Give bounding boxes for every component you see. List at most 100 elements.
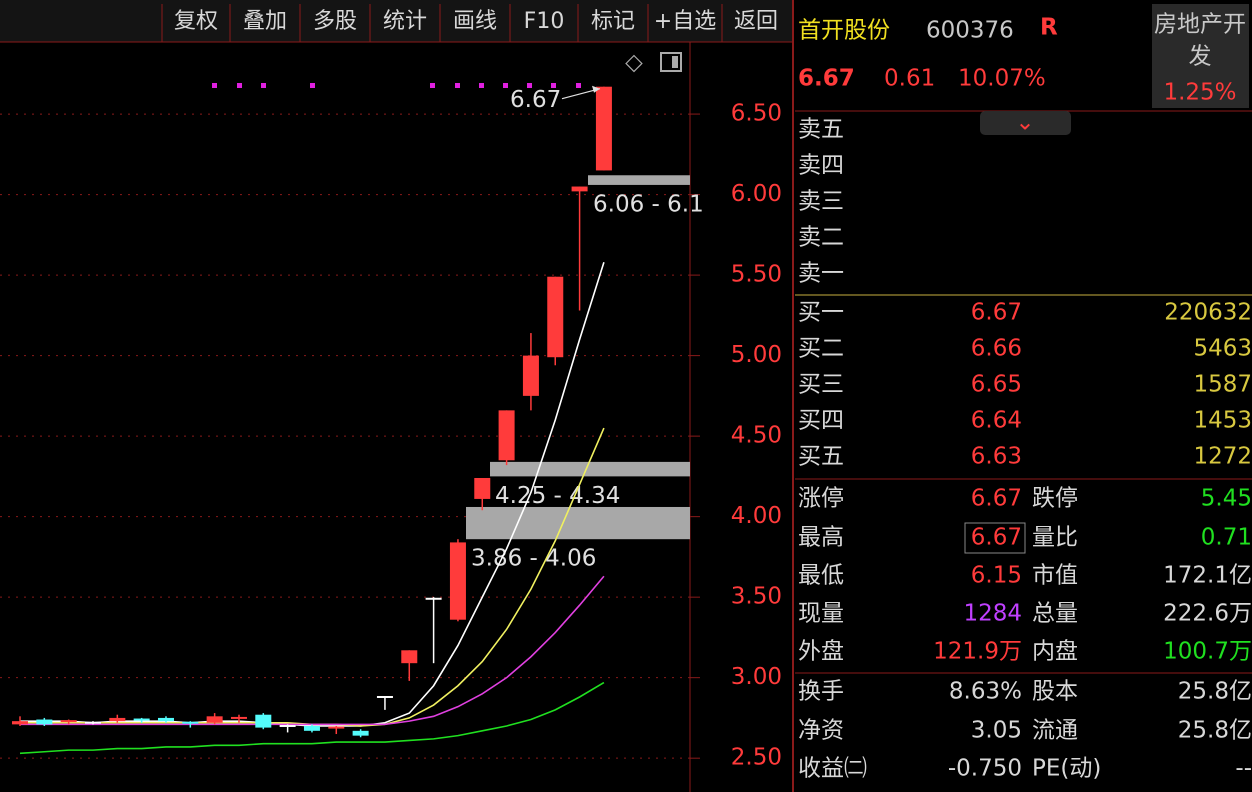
stat-label: 跌停 bbox=[1032, 486, 1078, 512]
panel-icon[interactable] bbox=[660, 52, 682, 72]
price-zone bbox=[466, 506, 690, 540]
stat-label: 最低 bbox=[798, 563, 844, 589]
bid-price: 6.63 bbox=[971, 444, 1022, 470]
stock-flag: R bbox=[1040, 15, 1058, 41]
y-tick-label: 2.50 bbox=[731, 745, 782, 771]
bid-volume: 1587 bbox=[1193, 372, 1252, 398]
bid-label: 买三 bbox=[798, 372, 844, 398]
bid-price: 6.64 bbox=[971, 408, 1022, 434]
sector-box[interactable] bbox=[1152, 4, 1249, 108]
price-change-pct: 10.07% bbox=[958, 66, 1046, 92]
candle-body bbox=[109, 717, 126, 722]
bid-label: 买五 bbox=[798, 444, 844, 470]
quote-panel: 首开股份 600376 R 6.67 0.61 10.07% 房地产开 发 1.… bbox=[795, 4, 1252, 782]
bid-volume: 220632 bbox=[1164, 300, 1252, 326]
candle-body bbox=[474, 477, 491, 499]
stat-value: 222.6万 bbox=[1163, 601, 1252, 627]
stat-label: 量比 bbox=[1032, 525, 1078, 551]
bid-price: 6.66 bbox=[971, 336, 1022, 362]
zone-label: 4.25 - 4.34 bbox=[495, 483, 620, 509]
signal-dots bbox=[212, 83, 581, 88]
candle-body bbox=[36, 719, 53, 725]
bid-volume: 1453 bbox=[1193, 408, 1252, 434]
stat-label: 收益㈡ bbox=[798, 756, 867, 782]
diamond-icon[interactable]: ◇ bbox=[625, 50, 643, 76]
stat-label: PE(动) bbox=[1032, 756, 1101, 782]
candle-body bbox=[303, 725, 320, 731]
bid-volume: 1272 bbox=[1193, 444, 1252, 470]
toolbar-button[interactable]: 复权 bbox=[174, 9, 218, 34]
candle-body bbox=[182, 721, 199, 724]
last-price: 6.67 bbox=[798, 66, 855, 92]
candle-body bbox=[352, 730, 369, 736]
stat-value: 1284 bbox=[963, 601, 1022, 627]
candle-body bbox=[328, 726, 345, 729]
stat-value: 6.15 bbox=[971, 563, 1022, 589]
highlight-box bbox=[964, 522, 1026, 554]
ask-label: 卖五 bbox=[798, 117, 844, 143]
ask-label: 卖四 bbox=[798, 153, 844, 179]
stat-value: 8.63% bbox=[949, 679, 1022, 705]
stat-value: 25.8亿 bbox=[1178, 679, 1252, 705]
stat-label: 现量 bbox=[798, 601, 844, 627]
bid-price: 6.65 bbox=[971, 372, 1022, 398]
panel-icon-fill bbox=[672, 56, 678, 68]
ask-label: 卖二 bbox=[798, 225, 844, 251]
candle-body bbox=[206, 716, 223, 723]
stat-label: 市值 bbox=[1032, 563, 1078, 589]
candle-body bbox=[279, 724, 296, 727]
candle-body bbox=[12, 721, 28, 725]
expand-icon: ⌄ bbox=[1015, 110, 1034, 136]
stat-value: 172.1亿 bbox=[1163, 563, 1252, 589]
toolbar-button[interactable]: F10 bbox=[524, 9, 565, 34]
price-zone bbox=[588, 175, 690, 185]
stock-code: 600376 bbox=[926, 18, 1014, 44]
stat-value: 5.45 bbox=[1201, 486, 1252, 512]
ask-label: 卖一 bbox=[798, 261, 844, 287]
expand-button[interactable] bbox=[980, 111, 1071, 135]
y-tick-label: 5.00 bbox=[731, 342, 782, 368]
bid-label: 买一 bbox=[798, 300, 844, 326]
stat-value: 6.67 bbox=[971, 525, 1022, 551]
chart: 2.50 3.00 3.50 4.00 4.50 5.00 5.50 6.00 6.50 6.06… bbox=[0, 85, 782, 771]
candle-body bbox=[255, 714, 272, 728]
sector-name: 房地产开 bbox=[1154, 12, 1246, 38]
ask-label: 卖三 bbox=[798, 189, 844, 215]
stat-label: 最高 bbox=[798, 525, 844, 551]
candle-body bbox=[571, 186, 588, 192]
candle-body bbox=[60, 720, 77, 723]
stat-label: 内盘 bbox=[1032, 639, 1078, 665]
zone-label: 3.86 - 4.06 bbox=[471, 546, 596, 572]
candle-body bbox=[547, 276, 564, 358]
y-tick-label: 3.50 bbox=[731, 584, 782, 610]
toolbar-button[interactable]: 叠加 bbox=[243, 9, 287, 34]
toolbar-button[interactable]: 标记 bbox=[591, 9, 635, 34]
stat-value: -0.750 bbox=[948, 756, 1022, 782]
candle-body bbox=[425, 597, 442, 600]
y-tick-label: 6.00 bbox=[731, 181, 782, 207]
candle-body bbox=[498, 410, 515, 461]
candle-body bbox=[376, 695, 393, 698]
stat-value: 100.7万 bbox=[1163, 639, 1252, 665]
y-tick-label: 6.50 bbox=[731, 101, 782, 127]
stat-value: 3.05 bbox=[971, 718, 1022, 744]
y-tick-label: 5.50 bbox=[731, 262, 782, 288]
toolbar-button[interactable]: 统计 bbox=[383, 9, 427, 34]
candle-body bbox=[157, 717, 174, 722]
last-price-label: 6.67 bbox=[510, 87, 561, 113]
toolbar bbox=[0, 0, 792, 42]
toolbar-button[interactable]: 返回 bbox=[734, 9, 778, 34]
stock-name: 首开股份 bbox=[798, 18, 890, 44]
candle-body bbox=[133, 718, 150, 721]
toolbar-button[interactable]: +自选 bbox=[654, 9, 716, 34]
bid-label: 买四 bbox=[798, 408, 844, 434]
stat-label: 流通 bbox=[1032, 718, 1078, 744]
candle-body bbox=[84, 721, 101, 724]
bid-volume: 5463 bbox=[1193, 336, 1252, 362]
candle-body bbox=[449, 542, 466, 620]
stat-label: 股本 bbox=[1032, 679, 1078, 705]
toolbar-button[interactable]: 多股 bbox=[313, 9, 357, 34]
stat-value: 6.67 bbox=[971, 486, 1022, 512]
toolbar-button[interactable]: 画线 bbox=[453, 9, 497, 34]
